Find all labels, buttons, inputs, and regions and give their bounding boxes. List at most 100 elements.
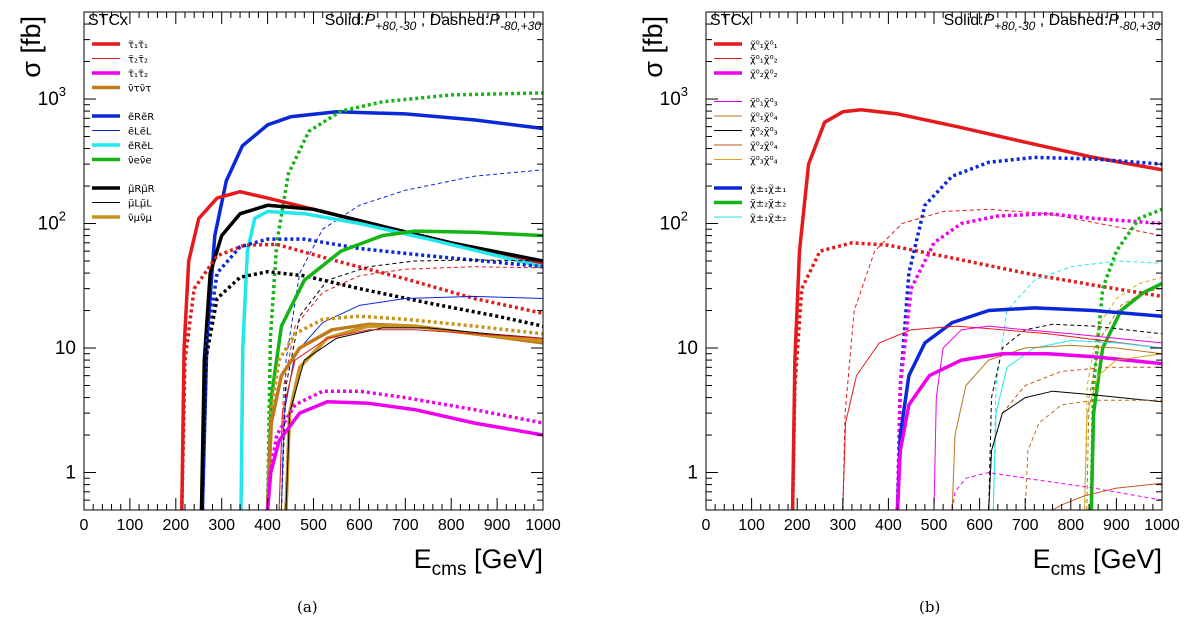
series-line-b-22	[1052, 482, 1162, 510]
legend-label: ν̃μν̃μ	[128, 212, 153, 224]
x-axis-label: Ecms [GeV]	[1033, 544, 1162, 580]
series-line-a-16	[285, 327, 543, 510]
series-line-a-17	[278, 329, 543, 510]
x-axis: 0 100 200 300 400 500 600 700 800 900 1000	[80, 12, 561, 534]
legend-label: χ̃±₁χ̃±₁	[750, 183, 786, 195]
series-line-a-12	[280, 295, 543, 510]
x-axis: 0 100 200 300 400 500 600 700 800 900 1000	[702, 12, 1180, 534]
x-tick-label: 100	[117, 517, 144, 534]
y-tick-label: 1	[65, 463, 76, 484]
polarization-label: Solid:P+80,-30 , Dashed:P-80,+30	[325, 12, 542, 33]
panel-b: 0 100 200 300 400 500 600 700 800 900 1000 1 10 102 10…	[638, 11, 1180, 580]
x-axis-label: Ecms [GeV]	[414, 544, 543, 580]
series-line-a-19	[265, 400, 543, 510]
legend-label: ẽRẽR	[128, 112, 154, 123]
series-line-a-0	[200, 110, 543, 510]
series-line-b-16	[895, 351, 1162, 510]
y-tick-label: 1	[687, 463, 698, 484]
x-tick-label: 900	[1103, 517, 1130, 534]
series-line-a-6	[180, 242, 543, 510]
series-line-b-3	[842, 208, 1162, 510]
x-tick-label: 300	[829, 517, 856, 534]
series-line-b-12	[842, 325, 1162, 510]
series-line-a-8	[199, 269, 543, 510]
legend-label: χ̃⁰₁χ̃⁰₄	[750, 111, 778, 123]
series-line-b-6	[992, 260, 1162, 510]
series-line-b-20	[1024, 399, 1162, 510]
series-group	[790, 108, 1162, 510]
x-tick-label: 1000	[1144, 517, 1180, 534]
legend-label: χ̃⁰₁χ̃⁰₁	[750, 39, 778, 51]
y-axis: 1 10 102 103	[660, 11, 1162, 511]
y-tick-label: 10	[55, 338, 76, 359]
plot-frame	[83, 11, 544, 511]
legend-label: χ̃⁰₂χ̃⁰₄	[750, 140, 778, 152]
legend: χ̃⁰₁χ̃⁰₁ χ̃⁰₁χ̃⁰₂ χ̃⁰₂χ̃⁰₂ χ̃⁰₁χ̃⁰₃ χ̃⁰₁χ̃⁰₄…	[714, 39, 786, 224]
legend-label: τ̃₂τ̃₂	[128, 54, 148, 66]
panel-a: 0 100 200 300 400 500 600 700 800 900 1000 1 10 102 10…	[16, 11, 561, 580]
legend-label: χ̃±₂χ̃±₂	[750, 198, 786, 210]
series-line-b-0	[790, 108, 1162, 510]
series-group	[180, 91, 543, 510]
model-label: STCx	[710, 12, 750, 29]
series-line-a-9	[265, 229, 543, 510]
series-line-a-2	[280, 169, 543, 510]
y-axis-label: σ [fb]	[638, 16, 668, 78]
series-line-b-14	[992, 340, 1162, 510]
x-tick-label: 200	[784, 517, 811, 534]
x-tick-label: 800	[1057, 517, 1084, 534]
x-tick-label: 600	[346, 517, 373, 534]
series-line-a-10	[278, 266, 543, 510]
series-line-b-1	[790, 241, 1162, 510]
x-tick-label: 700	[1012, 517, 1039, 534]
legend: τ̃₁τ̃₁ τ̃₂τ̃₂ τ̃₁τ̃₂ ν̃τν̃τ ẽRẽR ẽLẽL ẽRẽL ν̃eν…	[92, 39, 155, 224]
legend-label: ẽRẽL	[128, 141, 153, 152]
series-line-b-13	[933, 325, 1162, 510]
legend-label: μ̃Rμ̃R	[128, 183, 155, 195]
legend-label: τ̃₁τ̃₁	[128, 39, 148, 51]
legend-label: ẽLẽL	[128, 127, 152, 138]
series-line-a-11	[280, 259, 543, 510]
x-tick-label: 300	[208, 517, 235, 534]
series-line-b-10	[895, 306, 1162, 510]
x-tick-label: 600	[966, 517, 993, 534]
x-tick-label: 800	[438, 517, 465, 534]
legend-label: μ̃Lμ̃L	[128, 198, 152, 210]
series-line-a-13	[265, 314, 543, 510]
caption-a: (a)	[297, 598, 318, 616]
x-tick-label: 700	[392, 517, 419, 534]
series-line-a-3	[180, 189, 543, 510]
series-line-a-7	[200, 237, 543, 510]
y-tick-label: 102	[38, 209, 66, 235]
y-tick-label: 103	[660, 84, 688, 110]
model-label: STCx	[88, 12, 128, 29]
series-line-b-4	[895, 211, 1162, 510]
series-line-b-19	[988, 390, 1162, 510]
caption-b: (b)	[919, 598, 941, 616]
legend-label: χ̃⁰₁χ̃⁰₃	[750, 97, 778, 109]
x-tick-label: 200	[162, 517, 189, 534]
legend-label: τ̃₁τ̃₂	[128, 68, 148, 80]
series-line-b-7	[1089, 281, 1162, 510]
legend-label: ν̃τν̃τ	[128, 83, 151, 95]
series-line-b-9	[1086, 288, 1162, 510]
series-line-a-4	[199, 203, 543, 510]
series-line-b-15	[951, 344, 1162, 510]
y-axis-label: σ [fb]	[16, 16, 46, 78]
polarization-label: Solid:P+80,-30 , Dashed:P-80,+30	[944, 12, 1161, 33]
x-tick-label: 500	[300, 517, 327, 534]
x-tick-label: 400	[875, 517, 902, 534]
x-tick-label: 900	[484, 517, 511, 534]
x-tick-label: 1000	[525, 517, 561, 534]
x-tick-label: 400	[254, 517, 281, 534]
legend-label: ν̃eν̃e	[128, 155, 151, 167]
y-tick-label: 10	[677, 338, 698, 359]
legend-label: χ̃±₁χ̃±₂	[750, 212, 786, 224]
legend-label: χ̃⁰₃χ̃⁰₄	[750, 155, 778, 167]
series-line-a-1	[265, 91, 543, 510]
x-tick-label: 500	[921, 517, 948, 534]
y-axis: 1 10 102 103	[38, 11, 543, 511]
series-line-b-21	[951, 472, 1162, 510]
legend-label: χ̃⁰₂χ̃⁰₂	[750, 68, 778, 80]
